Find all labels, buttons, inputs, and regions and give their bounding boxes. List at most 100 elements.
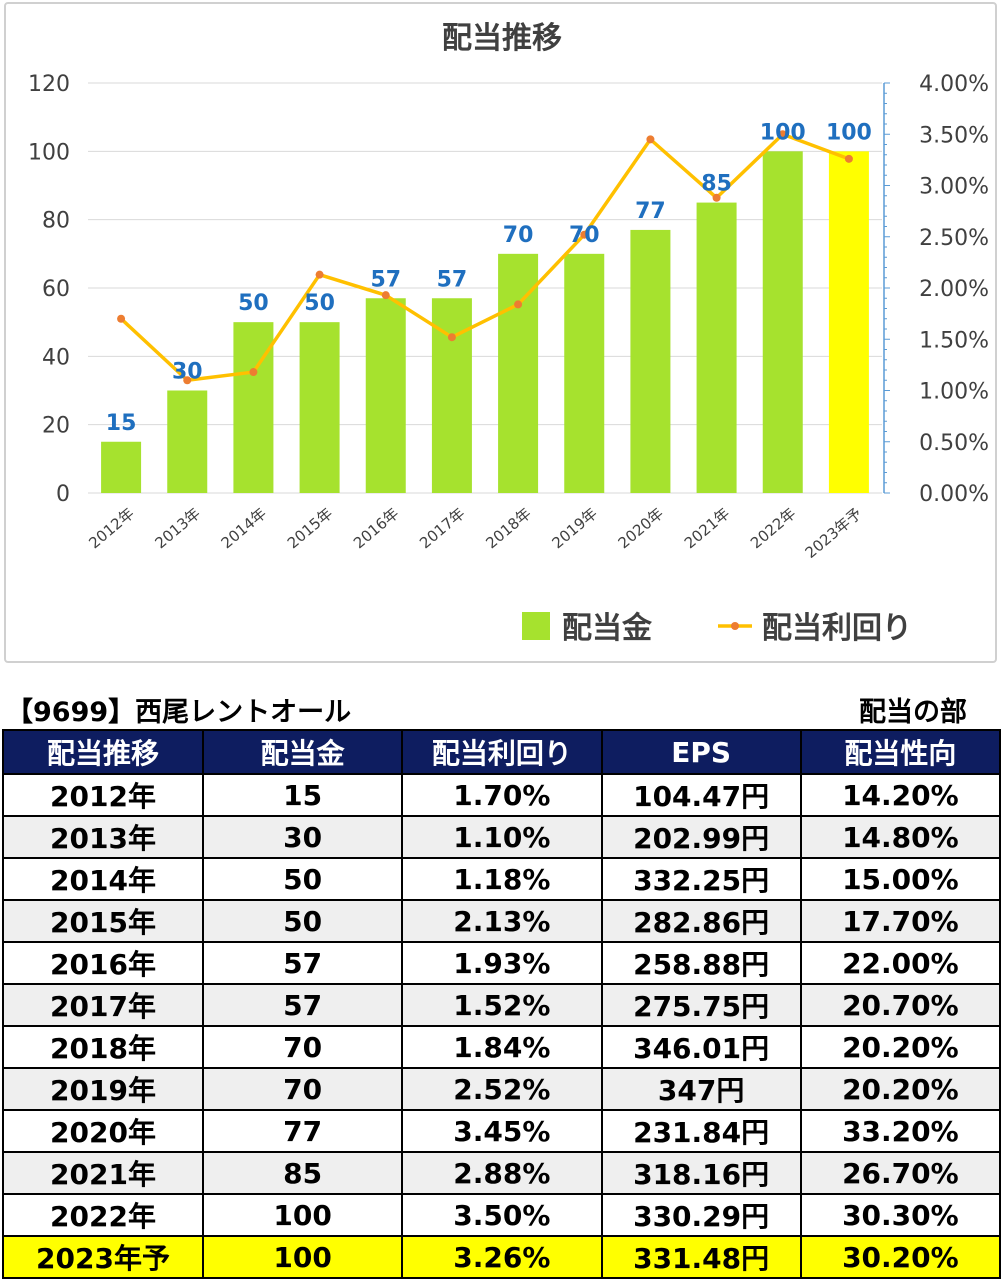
cell-yield: 3.50% bbox=[401, 1193, 603, 1237]
cell-dividend: 100 bbox=[201, 1193, 404, 1237]
cell-yield: 2.88% bbox=[401, 1151, 603, 1195]
table-row: 2017年 57 1.52% 275.75円 20.70% bbox=[2, 983, 1002, 1027]
legend-bar-label: 配当金 bbox=[562, 611, 653, 646]
x-category-label: 2023年予 bbox=[802, 504, 866, 562]
bar-data-label: 100 bbox=[826, 120, 872, 145]
cell-yield: 1.10% bbox=[401, 815, 603, 859]
yield-point bbox=[514, 300, 523, 309]
header-year: 配当推移 bbox=[2, 729, 204, 775]
cell-year: 2012年 bbox=[2, 773, 204, 817]
bar bbox=[365, 298, 406, 493]
dividend-table-wrapper: 配当推移 配当金 配当利回り EPS 配当性向 2012年 15 1.70% 104.… bbox=[2, 729, 1002, 1279]
x-category-label: 2021年 bbox=[681, 504, 733, 552]
x-category-label: 2016年 bbox=[350, 504, 402, 552]
yield-point bbox=[249, 368, 258, 377]
yield-line bbox=[119, 132, 850, 382]
table-row: 2014年 50 1.18% 332.25円 15.00% bbox=[2, 857, 1002, 901]
cell-yield: 3.45% bbox=[401, 1109, 603, 1153]
header-dividend: 配当金 bbox=[201, 729, 404, 775]
table-row: 2020年 77 3.45% 231.84円 33.20% bbox=[2, 1109, 1002, 1153]
cell-eps: 330.29円 bbox=[600, 1193, 802, 1237]
cell-year: 2016年 bbox=[2, 941, 204, 985]
cell-payout: 30.20% bbox=[799, 1235, 1002, 1279]
cell-payout: 30.30% bbox=[799, 1193, 1002, 1237]
cell-dividend: 30 bbox=[201, 815, 404, 859]
y-right-tick-label: 2.50% bbox=[919, 226, 989, 251]
x-category-label: 2012年 bbox=[85, 504, 137, 552]
cell-eps: 275.75円 bbox=[600, 983, 802, 1027]
cell-eps: 258.88円 bbox=[600, 941, 802, 985]
y-right-tick-label: 3.00% bbox=[919, 175, 989, 200]
cell-year: 2013年 bbox=[2, 815, 204, 859]
table-body: 2012年 15 1.70% 104.47円 14.20% 2013年 30 1.10% 202… bbox=[2, 773, 1002, 1279]
bar-data-label: 100 bbox=[760, 120, 806, 145]
y-left-tick-label: 60 bbox=[42, 277, 70, 302]
cell-eps: 202.99円 bbox=[600, 815, 802, 859]
company-label: 【9699】西尾レントオール bbox=[6, 697, 352, 728]
x-category-label: 2019年 bbox=[549, 504, 601, 552]
cell-eps: 231.84円 bbox=[600, 1109, 802, 1153]
y-left-tick-label: 120 bbox=[28, 72, 70, 97]
table-row: 2022年 100 3.50% 330.29円 30.30% bbox=[2, 1193, 1002, 1237]
cell-yield: 1.70% bbox=[401, 773, 603, 817]
bar-data-label: 77 bbox=[635, 199, 666, 224]
cell-year: 2014年 bbox=[2, 857, 204, 901]
yield-point bbox=[117, 314, 126, 323]
header-yield: 配当利回り bbox=[401, 729, 603, 775]
y-right-tick-label: 4.00% bbox=[919, 72, 989, 97]
table-header-row: 配当推移 配当金 配当利回り EPS 配当性向 bbox=[2, 729, 1002, 775]
bar bbox=[498, 253, 539, 493]
yield-point bbox=[580, 230, 589, 239]
cell-yield: 1.84% bbox=[401, 1025, 603, 1069]
cell-year: 2021年 bbox=[2, 1151, 204, 1195]
bar-data-label: 70 bbox=[503, 223, 534, 248]
legend-bar-swatch bbox=[522, 612, 550, 640]
bar-data-label: 50 bbox=[304, 291, 335, 316]
cell-payout: 20.20% bbox=[799, 1025, 1002, 1069]
cell-payout: 20.20% bbox=[799, 1067, 1002, 1111]
x-category-label: 2014年 bbox=[218, 504, 270, 552]
cell-dividend: 57 bbox=[201, 983, 404, 1027]
yield-point bbox=[315, 270, 324, 279]
y-left-tick-label: 20 bbox=[42, 414, 70, 439]
cell-yield: 1.18% bbox=[401, 857, 603, 901]
y-left-tick-label: 40 bbox=[42, 345, 70, 370]
x-category-label: 2015年 bbox=[284, 504, 336, 552]
cell-yield: 2.52% bbox=[401, 1067, 603, 1111]
bar-data-label: 85 bbox=[701, 172, 732, 197]
chart-title: 配当推移 bbox=[442, 21, 562, 56]
dividend-chart: 配当推移 0 20 40 60 80 100 120 0.00% 0.50% 1.00% 1.50% 2… bbox=[28, 21, 989, 646]
cell-yield: 3.26% bbox=[401, 1235, 603, 1279]
cell-dividend: 50 bbox=[201, 857, 404, 901]
cell-dividend: 70 bbox=[201, 1025, 404, 1069]
cell-year: 2017年 bbox=[2, 983, 204, 1027]
cell-eps: 331.48円 bbox=[600, 1235, 802, 1279]
dividend-table: 配当推移 配当金 配当利回り EPS 配当性向 2012年 15 1.70% 104.… bbox=[2, 729, 1002, 1279]
x-category-label: 2018年 bbox=[482, 504, 534, 552]
bar bbox=[630, 229, 671, 493]
cell-yield: 1.93% bbox=[401, 941, 603, 985]
legend-line-marker bbox=[731, 622, 739, 630]
cell-year: 2018年 bbox=[2, 1025, 204, 1069]
bar-data-label: 57 bbox=[370, 267, 401, 292]
cell-payout: 26.70% bbox=[799, 1151, 1002, 1195]
bar bbox=[167, 390, 208, 493]
legend-line-label: 配当利回り bbox=[762, 611, 912, 646]
cell-eps: 346.01円 bbox=[600, 1025, 802, 1069]
table-row: 2015年 50 2.13% 282.86円 17.70% bbox=[2, 899, 1002, 943]
cell-dividend: 100 bbox=[201, 1235, 404, 1279]
bar bbox=[101, 441, 142, 493]
yield-point bbox=[778, 130, 787, 139]
cell-payout: 14.20% bbox=[799, 773, 1002, 817]
table-row: 2012年 15 1.70% 104.47円 14.20% bbox=[2, 773, 1002, 817]
cell-year: 2015年 bbox=[2, 899, 204, 943]
y-right-tick-label: 2.00% bbox=[919, 277, 989, 302]
y-right-tick-label: 3.50% bbox=[919, 123, 989, 148]
y-left-tick-label: 0 bbox=[56, 482, 70, 507]
cell-year: 2019年 bbox=[2, 1067, 204, 1111]
cell-payout: 22.00% bbox=[799, 941, 1002, 985]
x-category-label: 2020年 bbox=[615, 504, 667, 552]
cell-eps: 332.25円 bbox=[600, 857, 802, 901]
bar-data-label: 30 bbox=[172, 360, 203, 385]
yield-point bbox=[183, 376, 192, 385]
